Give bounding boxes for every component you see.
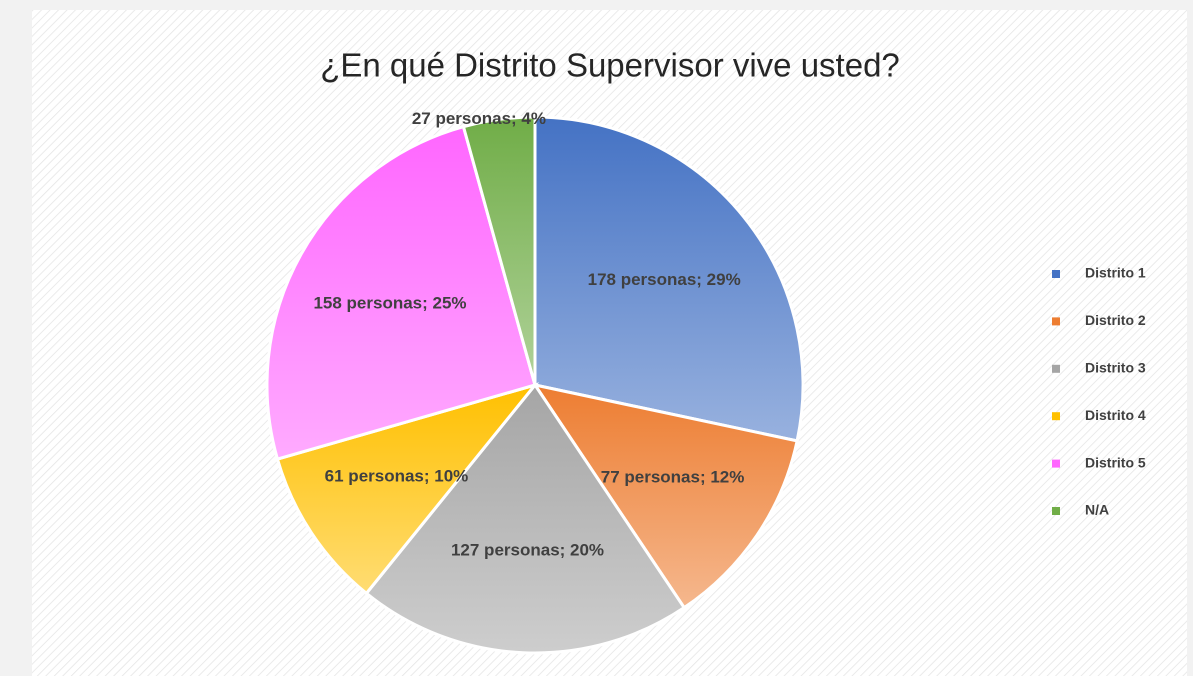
legend-marker xyxy=(1052,364,1060,373)
legend-label: Distrito 3 xyxy=(1085,360,1146,376)
pie-slice xyxy=(364,382,687,655)
legend-marker xyxy=(1052,459,1060,468)
pie-slice xyxy=(531,382,799,610)
data-label: 178 personas; 29% xyxy=(588,270,741,289)
legend-marker xyxy=(1052,412,1060,421)
pie-slice xyxy=(461,115,537,386)
data-label: 127 personas; 20% xyxy=(451,540,604,559)
chart-title: ¿En qué Distrito Supervisor vive usted? xyxy=(320,47,900,84)
legend-marker xyxy=(1052,270,1060,278)
legend-label: N/A xyxy=(1085,502,1109,518)
legend-marker xyxy=(1052,317,1060,326)
pie-slice xyxy=(533,115,805,443)
legend-label: Distrito 1 xyxy=(1085,265,1146,281)
pie-slice xyxy=(275,382,540,596)
data-label: 27 personas; 4% xyxy=(412,109,546,128)
data-label: 77 personas; 12% xyxy=(601,468,745,487)
legend-label: Distrito 4 xyxy=(1085,407,1146,423)
legend-marker xyxy=(1052,507,1060,515)
legend-label: Distrito 5 xyxy=(1085,454,1146,470)
legend-label: Distrito 2 xyxy=(1085,312,1146,328)
data-label: 158 personas; 25% xyxy=(313,293,466,312)
pie-slice xyxy=(265,124,537,461)
data-label: 61 personas; 10% xyxy=(325,466,469,485)
